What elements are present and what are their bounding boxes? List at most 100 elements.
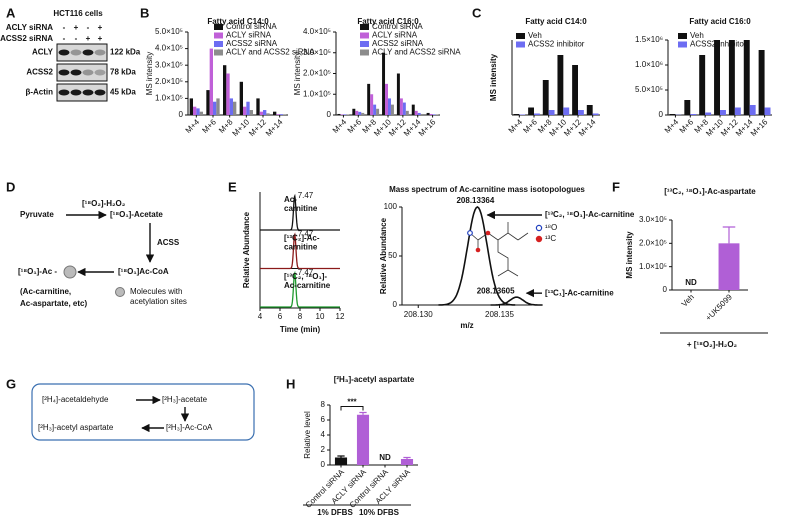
y-tick-label: 0 — [663, 285, 668, 294]
band-label: β-Actin — [25, 88, 53, 97]
bar — [273, 111, 277, 115]
bar — [276, 114, 280, 115]
node: [²H₃]-Ac-CoA — [166, 423, 213, 432]
node: [²H₃]-acetate — [162, 395, 208, 404]
bar — [542, 80, 549, 115]
nd-label: ND — [685, 278, 697, 287]
y-axis-label: MS intensity — [293, 52, 302, 96]
sign: + — [86, 34, 91, 43]
panel-label: F — [612, 179, 620, 194]
bar — [352, 108, 356, 115]
bar — [209, 48, 213, 115]
bar — [385, 83, 388, 115]
y-tick-label: 5.0×10⁵ — [155, 27, 183, 36]
bar — [243, 106, 247, 115]
blot-band — [94, 49, 106, 56]
legend-label: ACSS2 inhibitor — [690, 40, 747, 49]
y-tick-label: 1.0×10⁵ — [303, 89, 331, 98]
bar — [743, 40, 750, 115]
panel-label: C — [472, 5, 482, 20]
bar — [426, 112, 430, 115]
y-axis-label: Relative Abundance — [242, 211, 251, 288]
bar — [367, 83, 371, 115]
peak-label: 7.47 — [298, 230, 314, 239]
legend-label: Veh — [690, 31, 704, 40]
bar — [513, 114, 520, 115]
chart-title: Fatty acid C16:0 — [357, 17, 419, 26]
legend-label: ACSS2 siRNA — [226, 39, 278, 48]
reagent: [¹⁸O₂]-H₂O₂ — [82, 199, 126, 208]
bar — [189, 98, 193, 115]
legend-text: acetylation sites — [130, 297, 187, 306]
bar — [337, 113, 341, 115]
bar — [669, 114, 676, 115]
bar — [256, 98, 260, 115]
node: [²H₄]-acetaldehyde — [42, 395, 109, 404]
x-tick-label: 12 — [336, 312, 345, 321]
bar — [361, 112, 365, 115]
legend-swatch — [214, 32, 223, 39]
x-tick-label: 6 — [278, 312, 283, 321]
blot-band — [82, 69, 94, 76]
row-label: ACLY siRNA — [6, 23, 53, 32]
bar — [246, 101, 250, 115]
panel-label: A — [6, 5, 16, 20]
bar — [534, 113, 540, 115]
y-tick-label: 3.0×10⁵ — [155, 60, 183, 69]
bar — [340, 114, 344, 115]
y-tick-label: 2.0×10⁵ — [639, 238, 667, 247]
y-tick-label: 100 — [384, 202, 398, 211]
x-tick-label: 208.130 — [404, 310, 433, 319]
y-tick-label: 2 — [321, 445, 326, 454]
y-tick-label: 0 — [327, 110, 332, 119]
bar — [266, 113, 270, 115]
sign: + — [98, 23, 103, 32]
bar — [376, 108, 380, 115]
legend-label: ACLY and ACSS2 siRNA — [372, 48, 461, 57]
bar — [263, 110, 267, 115]
peak-label: 7.47 — [298, 191, 314, 200]
legend-ball — [115, 287, 125, 297]
bar — [728, 40, 735, 115]
sign: - — [63, 23, 66, 32]
trace-label: Ac-carnitine — [284, 281, 331, 290]
band-size: 122 kDa — [110, 48, 141, 57]
y-axis-label: Relative Abundance — [379, 217, 388, 294]
band-size: 45 kDa — [110, 88, 136, 97]
spectrum-peak — [490, 296, 543, 306]
blot-band — [70, 49, 82, 56]
chart-title: Fatty acid C14:0 — [525, 17, 587, 26]
significance-bracket — [340, 406, 364, 411]
bar — [196, 108, 200, 115]
peak-name: [¹³C₁]-Ac-carnitine — [545, 288, 614, 297]
y-tick-label: 1.0×10⁵ — [639, 262, 667, 271]
blot-band — [70, 69, 82, 76]
x-tick-label: 8 — [298, 312, 303, 321]
blot-band — [58, 69, 70, 76]
blot-band — [70, 89, 82, 96]
legend-label: Control siRNA — [226, 22, 277, 31]
enzyme: ACSS — [157, 238, 180, 247]
legend-swatch — [360, 32, 369, 39]
bar — [356, 414, 370, 465]
group-label: 1% DFBS — [317, 508, 353, 517]
legend-label: ACLY siRNA — [226, 31, 272, 40]
legend-swatch — [516, 41, 525, 48]
peak-mz: 208.13364 — [456, 196, 494, 205]
bar — [382, 52, 386, 115]
bar — [206, 90, 210, 115]
bar — [399, 98, 403, 115]
error-bar — [359, 411, 367, 415]
y-axis-label: MS intensity — [489, 53, 498, 101]
bar — [199, 111, 203, 115]
chromatogram-trace — [260, 193, 340, 231]
bar — [417, 112, 421, 115]
legend-symbol — [535, 224, 543, 232]
bar — [429, 113, 433, 115]
metabolite: [¹⁸O₁]Ac-CoA — [118, 267, 169, 276]
bar — [239, 81, 243, 115]
panel-label: H — [286, 376, 295, 391]
bar — [249, 110, 253, 115]
bar — [370, 94, 374, 115]
